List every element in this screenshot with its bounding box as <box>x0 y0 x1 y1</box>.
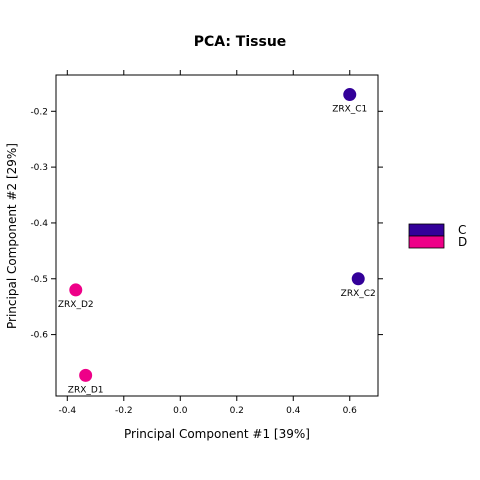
x-tick-label: 0.2 <box>230 406 244 416</box>
legend-label: C <box>458 223 466 237</box>
legend-swatch <box>408 223 445 237</box>
y-tick-label: -0.5 <box>30 275 48 285</box>
x-tick-label: 0.4 <box>286 406 301 416</box>
data-point <box>351 272 365 286</box>
y-tick-label: -0.4 <box>30 219 48 229</box>
chart-title: PCA: Tissue <box>194 34 287 50</box>
point-label: ZRX_C2 <box>341 289 376 299</box>
x-tick-label: -0.4 <box>59 406 77 416</box>
x-axis-label: Principal Component #1 [39%] <box>124 427 310 441</box>
point-label: ZRX_D2 <box>58 300 94 310</box>
y-axis-label: Principal Component #2 [29%] <box>5 143 19 329</box>
x-tick-label: 0.6 <box>343 406 358 416</box>
y-axis-ticks: -0.2 -0.3 -0.4 -0.5 -0.6 <box>30 107 383 341</box>
plot-frame <box>55 74 379 397</box>
y-tick-label: -0.2 <box>30 107 48 117</box>
x-axis-ticks: -0.4 -0.2 0.0 0.2 0.4 0.6 <box>59 70 358 416</box>
point-label: ZRX_D1 <box>68 385 104 395</box>
data-point <box>79 368 93 382</box>
legend-label: D <box>458 235 467 249</box>
y-tick-label: -0.6 <box>30 331 48 341</box>
data-point <box>343 88 357 102</box>
data-points: ZRX_C1 ZRX_C2 ZRX_D2 ZRX_D1 <box>58 88 376 395</box>
legend: CD <box>408 223 467 249</box>
data-point <box>69 283 83 297</box>
legend-swatch <box>408 235 445 249</box>
x-tick-label: -0.2 <box>115 406 133 416</box>
x-tick-label: 0.0 <box>173 406 188 416</box>
point-label: ZRX_C1 <box>332 105 367 115</box>
y-tick-label: -0.3 <box>30 163 48 173</box>
